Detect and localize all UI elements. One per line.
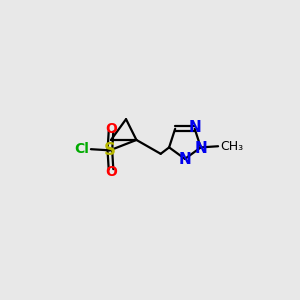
Text: N: N	[188, 120, 201, 135]
Text: CH₃: CH₃	[220, 140, 243, 153]
Text: N: N	[194, 141, 207, 156]
Text: Cl: Cl	[74, 142, 89, 156]
Text: N: N	[178, 152, 191, 167]
Text: O: O	[105, 122, 117, 136]
Text: O: O	[105, 165, 117, 179]
Text: S: S	[104, 141, 116, 159]
